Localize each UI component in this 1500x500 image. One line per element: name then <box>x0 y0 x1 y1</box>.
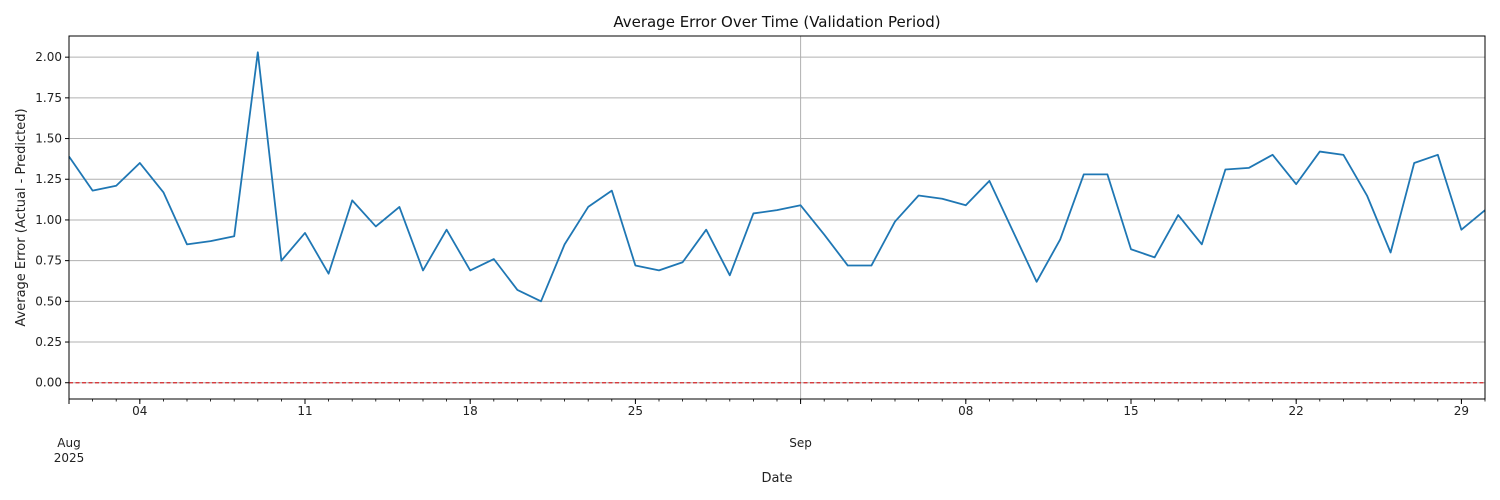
x-tick-label: Aug <box>57 436 80 450</box>
x-tick-label: 15 <box>1123 404 1138 418</box>
y-tick-label: 0.25 <box>35 335 62 349</box>
x-tick-label: 11 <box>297 404 312 418</box>
grid <box>69 36 1485 399</box>
y-tick-label: 1.00 <box>35 213 62 227</box>
y-tick-label: 0.00 <box>35 376 62 390</box>
x-tick-label: 08 <box>958 404 973 418</box>
y-tick-label: 2.00 <box>35 50 62 64</box>
y-tick-label: 0.50 <box>35 294 62 308</box>
x-axis-label: Date <box>761 471 792 486</box>
series-group <box>68 51 1486 303</box>
x-tick-label: 04 <box>132 404 147 418</box>
series-line <box>68 51 1486 303</box>
y-tick-label: 1.75 <box>35 91 62 105</box>
y-axis: 0.00 0.25 0.50 0.75 1.00 1.25 1.50 1.75 2.00 <box>35 50 69 390</box>
x-tick-sublabel: 2025 <box>54 451 85 465</box>
x-tick-label: 29 <box>1454 404 1469 418</box>
x-tick-label: Sep <box>789 436 812 450</box>
y-tick-label: 1.25 <box>35 172 62 186</box>
y-axis-label: Average Error (Actual - Predicted) <box>14 108 29 326</box>
y-tick-label: 1.50 <box>35 132 62 146</box>
y-tick-label: 0.75 <box>35 254 62 268</box>
x-tick-label: 18 <box>463 404 478 418</box>
plot-frame <box>68 35 1486 400</box>
x-tick-label: 22 <box>1289 404 1304 418</box>
chart-title: Average Error Over Time (Validation Peri… <box>613 13 940 31</box>
x-tick-label: 25 <box>628 404 643 418</box>
